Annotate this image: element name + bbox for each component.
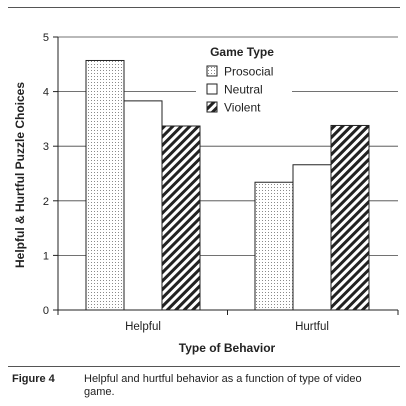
figure-label: Figure 4: [12, 373, 55, 385]
top-rule: [8, 7, 400, 8]
y-tick-labels: 0 1 2 3 4 5: [43, 32, 49, 317]
legend-swatch-prosocial: [206, 65, 218, 77]
bar-violent-helpful: [161, 125, 201, 311]
legend-swatch-violent: [206, 101, 218, 113]
bar-neutral-helpful: [123, 100, 163, 311]
x-category-labels: Helpful Hurtful: [125, 321, 329, 333]
y-tick-label: 3: [43, 141, 49, 153]
y-axis-title: Helpful & Hurtful Puzzle Choices: [13, 82, 27, 268]
legend-label-violent: Violent: [224, 101, 261, 115]
legend-label-neutral: Neutral: [224, 83, 263, 97]
y-tick-label: 2: [43, 196, 49, 208]
axes-group: [53, 36, 399, 315]
y-tick-label: 4: [43, 87, 49, 99]
y-tick-label: 5: [43, 32, 49, 44]
x-axis-title: Type of Behavior: [179, 341, 276, 355]
caption-rule: [8, 366, 400, 367]
bar-neutral-hurtful: [292, 164, 332, 311]
x-category-label: Hurtful: [295, 321, 329, 333]
legend-swatch-neutral: [206, 83, 218, 95]
bar-prosocial-hurtful: [254, 181, 294, 311]
bars-group: [85, 59, 370, 311]
y-tick-label: 0: [43, 305, 49, 317]
bar-prosocial-helpful: [85, 59, 125, 311]
x-category-label: Helpful: [125, 321, 161, 333]
bar-violent-hurtful: [330, 124, 370, 311]
y-tick-label: 1: [43, 250, 49, 262]
caption-text: Helpful and hurtful behavior as a functi…: [84, 373, 362, 398]
legend-label-prosocial: Prosocial: [224, 65, 273, 79]
bar-chart: 0 1 2 3 4 5 Helpful Hurtful Helpful & Hurtful …: [13, 32, 399, 355]
legend-title: Game Type: [210, 45, 274, 59]
legend: Game Type Prosocial Neutral Violent: [196, 45, 292, 120]
